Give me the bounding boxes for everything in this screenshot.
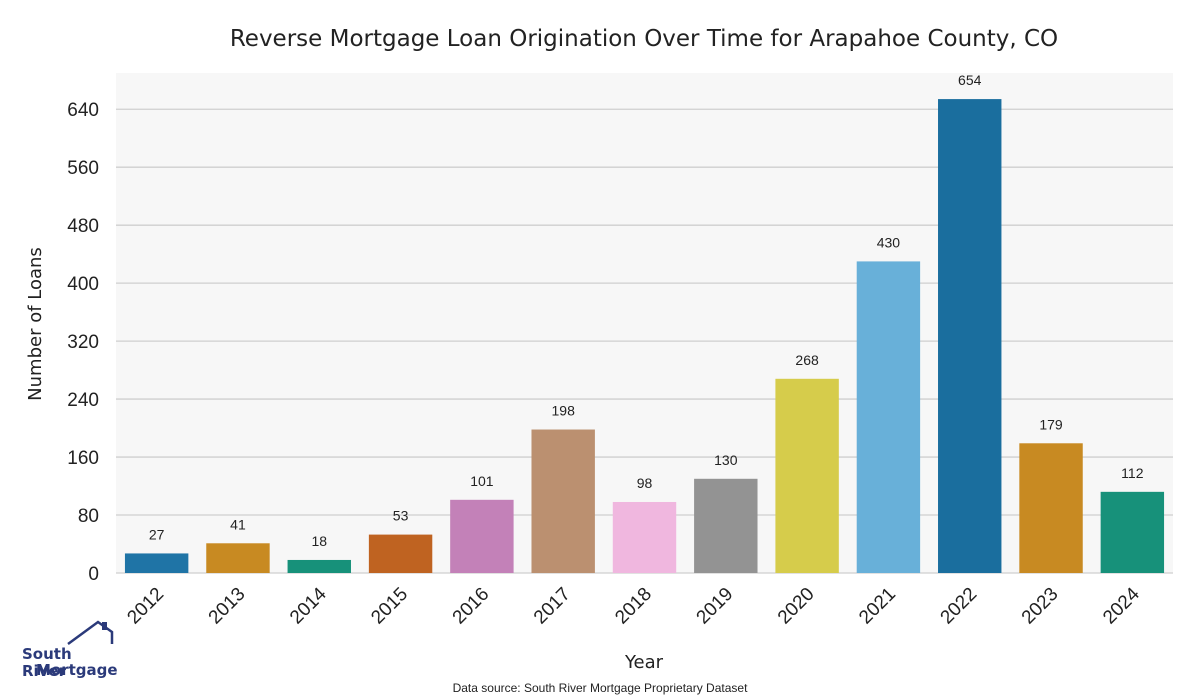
- data-label-2024: 112: [1121, 465, 1144, 481]
- y-tick-label: 160: [67, 448, 99, 469]
- bar-2021: [856, 261, 921, 573]
- x-tick-label-2016: 2016: [449, 584, 494, 629]
- data-label-2017: 198: [552, 403, 576, 419]
- y-tick-label: 0: [88, 564, 99, 585]
- bar-2022: [938, 99, 1002, 573]
- bar-2014: [287, 559, 351, 573]
- x-tick-label-2017: 2017: [530, 584, 575, 629]
- bar-2016: [450, 499, 514, 573]
- y-tick-label: 640: [67, 100, 99, 121]
- x-tick-label-2023: 2023: [1018, 584, 1063, 629]
- bar-2019: [694, 478, 758, 573]
- bar-2018: [612, 501, 677, 573]
- x-tick-label-2020: 2020: [774, 584, 819, 629]
- gridlines: [116, 108, 1173, 574]
- bar-2012: [124, 553, 189, 573]
- data-label-2022: 654: [958, 72, 982, 88]
- y-tick-label: 320: [67, 332, 99, 353]
- plot-background: [116, 73, 1173, 573]
- x-axis-label: Year: [624, 652, 664, 673]
- data-label-2016: 101: [470, 473, 494, 489]
- bar-2023: [1019, 443, 1083, 573]
- bars: [124, 99, 1165, 573]
- data-label-2014: 18: [311, 533, 327, 549]
- data-label-2015: 53: [393, 508, 409, 524]
- bar-2017: [531, 429, 595, 573]
- x-axis-ticks: 2012 2013 2014 2015 2016 2017 2018 2019 2020 2021…: [123, 583, 1144, 628]
- data-label-2018: 98: [637, 475, 653, 491]
- company-logo: South River Mortgage: [18, 618, 118, 682]
- data-label-2019: 130: [714, 452, 738, 468]
- y-tick-label: 400: [67, 274, 99, 295]
- bar-2024: [1100, 491, 1165, 573]
- y-tick-label: 480: [67, 216, 99, 237]
- y-tick-label: 80: [78, 506, 99, 527]
- y-tick-label: 240: [67, 390, 99, 411]
- x-tick-label-2015: 2015: [367, 584, 412, 629]
- logo-text-line2: Mortgage: [36, 661, 118, 679]
- bar-2020: [775, 378, 839, 573]
- data-label-2012: 27: [149, 526, 165, 542]
- data-labels: 27 41 18 53 101 198 98 130 268 430 654 179 112: [149, 72, 1144, 549]
- x-tick-label-2012: 2012: [123, 584, 168, 629]
- y-tick-label: 560: [67, 158, 99, 179]
- house-roof-icon: [67, 620, 114, 646]
- x-tick-label-2024: 2024: [1099, 583, 1144, 628]
- x-tick-label-2022: 2022: [937, 584, 982, 629]
- x-tick-label-2021: 2021: [855, 584, 900, 629]
- bar-2015: [368, 534, 433, 573]
- x-tick-label-2013: 2013: [205, 584, 250, 629]
- data-label-2021: 430: [877, 234, 901, 250]
- data-label-2020: 268: [795, 352, 819, 368]
- chart-title: Reverse Mortgage Loan Origination Over T…: [230, 26, 1058, 52]
- x-tick-label-2018: 2018: [611, 584, 656, 629]
- data-source-note: Data source: South River Mortgage Propri…: [452, 681, 748, 695]
- y-axis-label: Number of Loans: [25, 247, 46, 401]
- bar-2013: [206, 543, 270, 573]
- y-axis-ticks: 0 80 160 240 320 400 480 560 640: [67, 100, 99, 585]
- logo-text-line1: South River: [22, 645, 72, 680]
- data-label-2023: 179: [1039, 416, 1063, 432]
- x-tick-label-2019: 2019: [693, 584, 738, 629]
- x-tick-label-2014: 2014: [286, 583, 331, 628]
- data-label-2013: 41: [230, 516, 246, 532]
